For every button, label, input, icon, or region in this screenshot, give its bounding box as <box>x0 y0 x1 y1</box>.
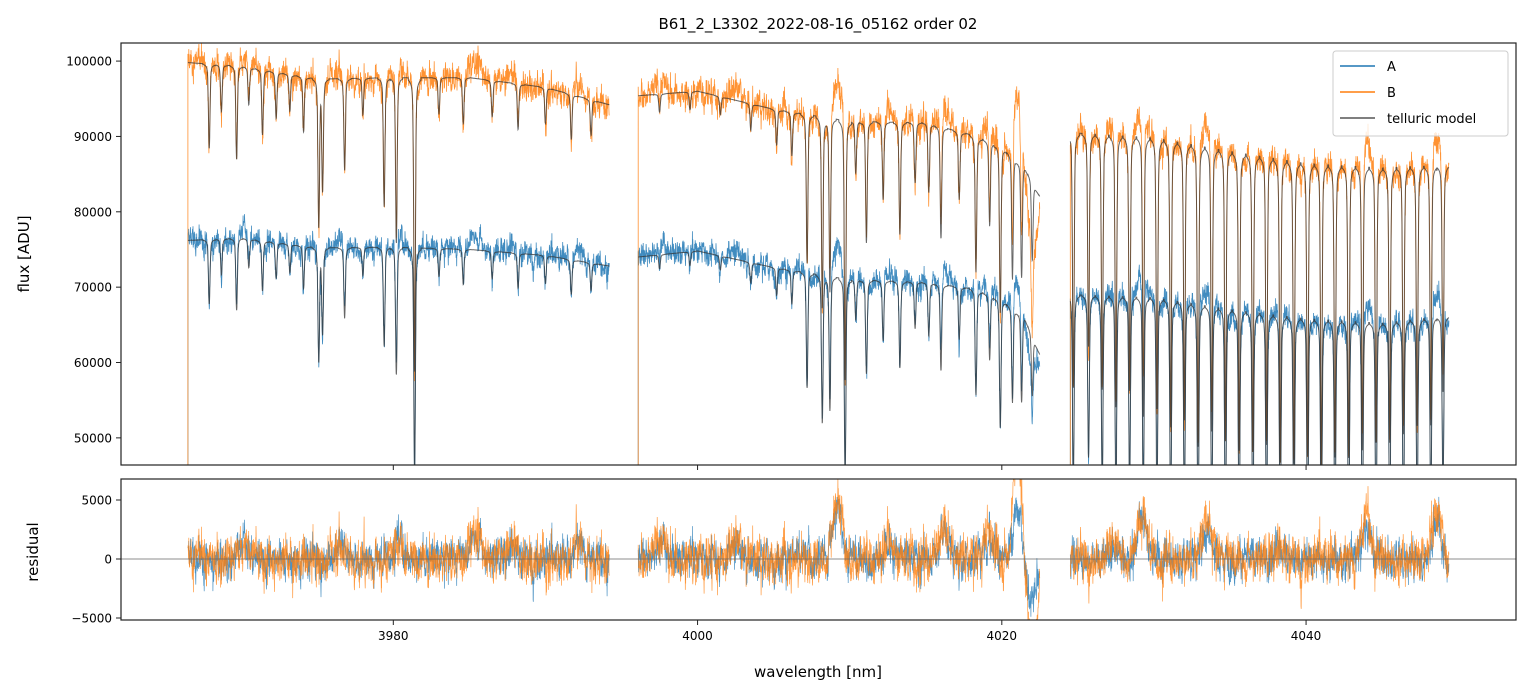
residual-b-line <box>187 479 1450 620</box>
flux-axes-frame <box>120 42 1517 466</box>
legend-label-b: B <box>1387 86 1396 101</box>
y-tick-label: 5000 <box>81 494 112 508</box>
y-tick-label: 100000 <box>66 55 112 69</box>
y-axis-label-residual: residual <box>24 522 42 581</box>
legend: A B telluric model <box>1332 50 1509 137</box>
y-tick-label: −5000 <box>71 611 112 625</box>
x-tick-label: 4000 <box>682 629 713 643</box>
y-tick-label: 80000 <box>74 205 112 219</box>
y-tick-label: 90000 <box>74 130 112 144</box>
chart-title: B61_2_L3302_2022-08-16_05162 order 02 <box>659 15 978 34</box>
legend-label-a: A <box>1387 60 1396 75</box>
series-a-line <box>187 214 1450 465</box>
residual-plot <box>121 479 1516 620</box>
x-tick-label: 4040 <box>1291 629 1322 643</box>
y-tick-label: 60000 <box>74 356 112 370</box>
series-b-line <box>187 43 1450 465</box>
y-tick-label: 50000 <box>74 431 112 445</box>
y-axis-label-flux: flux [ADU] <box>15 215 33 292</box>
legend-label-model: telluric model <box>1387 112 1476 127</box>
x-tick-label: 4020 <box>987 629 1018 643</box>
x-axis-label: wavelength [nm] <box>754 663 882 681</box>
flux-plot <box>187 43 1450 465</box>
telluric-model-line-b <box>187 62 1450 465</box>
x-tick-label: 3980 <box>378 629 409 643</box>
telluric-model-line-a <box>187 237 1450 465</box>
residual-axes-frame <box>120 478 1517 621</box>
y-tick-label: 0 <box>104 552 112 566</box>
y-tick-label: 70000 <box>74 281 112 295</box>
